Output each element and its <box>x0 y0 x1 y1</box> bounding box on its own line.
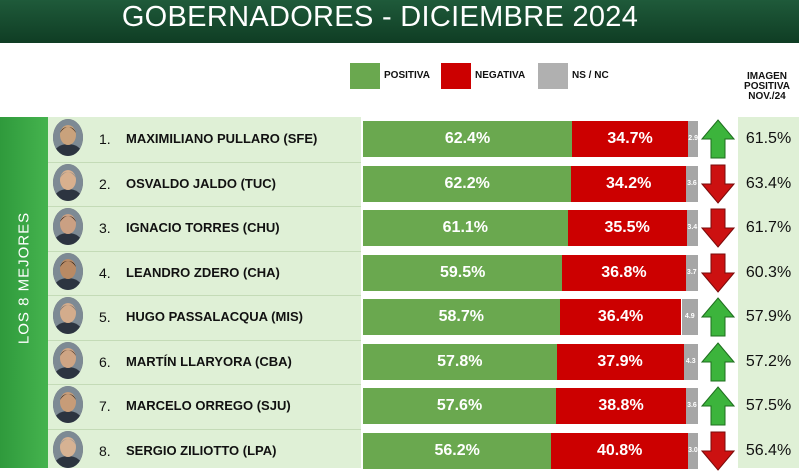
legend-swatch-positiva <box>350 63 380 89</box>
rank-number: 7. <box>99 398 111 414</box>
header-bar: GOBERNADORES - DICIEMBRE 2024 <box>0 0 799 43</box>
governor-name: OSVALDO JALDO (TUC) <box>126 176 276 191</box>
bar-nsnc: 2.9 <box>688 121 698 157</box>
bar-nsnc: 4.3 <box>683 344 698 380</box>
bar-negative: 35.5% <box>567 210 687 246</box>
previous-positive-value: 63.4% <box>745 175 792 192</box>
rank-number: 6. <box>99 354 111 370</box>
previous-header-line-1: IMAGEN <box>747 71 787 82</box>
governor-row: 1. MAXIMILIANO PULLARO (SFE) <box>48 117 361 161</box>
rank-number: 5. <box>99 309 111 325</box>
avatar <box>53 119 83 156</box>
bar-negative: 40.8% <box>551 433 688 469</box>
governor-row: 6. MARTÍN LLARYORA (CBA) <box>48 340 361 384</box>
previous-positive-value: 57.5% <box>745 397 792 414</box>
row-separator <box>48 162 361 163</box>
bar-negative: 36.4% <box>559 299 682 335</box>
row-separator <box>48 384 361 385</box>
arrow-up-icon <box>701 386 735 426</box>
governor-row: 8. SERGIO ZILIOTTO (LPA) <box>48 429 361 473</box>
governor-name: HUGO PASSALACQUA (MIS) <box>126 309 303 324</box>
bar-positive: 62.2% <box>363 166 572 202</box>
names-panel <box>48 117 361 468</box>
side-label: LOS 8 MEJORES <box>15 211 33 345</box>
previous-positive-value: 57.2% <box>745 353 792 370</box>
previous-positive-value: 57.9% <box>745 308 792 325</box>
legend-label-negativa: NEGATIVA <box>475 70 526 81</box>
legend-label-nsnc: NS / NC <box>572 70 609 81</box>
row-separator <box>48 295 361 296</box>
bar-positive: 56.2% <box>363 433 552 469</box>
legend-swatch-nsnc <box>538 63 568 89</box>
arrow-up-icon <box>701 119 735 159</box>
row-separator <box>48 251 361 252</box>
previous-positive-value: 61.5% <box>745 130 792 147</box>
rank-number: 3. <box>99 220 111 236</box>
avatar <box>53 386 83 423</box>
rank-number: 4. <box>99 265 111 281</box>
governor-name: IGNACIO TORRES (CHU) <box>126 220 280 235</box>
avatar <box>53 164 83 201</box>
arrow-up-icon <box>701 297 735 337</box>
legend-label-positiva: POSITIVA <box>384 70 430 81</box>
bar-negative: 34.7% <box>572 121 689 157</box>
avatar <box>53 297 83 334</box>
rank-number: 1. <box>99 131 111 147</box>
governor-row: 4. LEANDRO ZDERO (CHA) <box>48 251 361 295</box>
governor-name: SERGIO ZILIOTTO (LPA) <box>126 443 277 458</box>
bar-positive: 62.4% <box>363 121 572 157</box>
governor-row: 7. MARCELO ORREGO (SJU) <box>48 384 361 428</box>
bar-negative: 37.9% <box>556 344 684 380</box>
previous-positive-value: 56.4% <box>745 442 792 459</box>
previous-positive-value: 61.7% <box>745 219 792 236</box>
row-separator <box>48 429 361 430</box>
avatar <box>53 431 83 468</box>
bar-positive: 59.5% <box>363 255 563 291</box>
governor-row: 5. HUGO PASSALACQUA (MIS) <box>48 295 361 339</box>
rank-number: 8. <box>99 443 111 459</box>
governor-row: 3. IGNACIO TORRES (CHU) <box>48 206 361 250</box>
governor-name: MAXIMILIANO PULLARO (SFE) <box>126 131 318 146</box>
governor-name: LEANDRO ZDERO (CHA) <box>126 265 280 280</box>
bar-nsnc: 3.6 <box>685 166 698 202</box>
previous-positive-value: 60.3% <box>745 264 792 281</box>
previous-header-line-2: POSITIVA <box>744 81 790 92</box>
previous-header-line-3: NOV./24 <box>748 91 786 102</box>
arrow-down-icon <box>701 253 735 293</box>
bar-positive: 58.7% <box>363 299 560 335</box>
page-title: GOBERNADORES - DICIEMBRE 2024 <box>121 1 639 33</box>
row-separator <box>48 340 361 341</box>
bar-nsnc: 3.6 <box>685 388 698 424</box>
bar-nsnc: 3.7 <box>685 255 698 291</box>
avatar <box>53 342 83 379</box>
side-strip <box>0 117 48 468</box>
arrow-down-icon <box>701 208 735 248</box>
bar-positive: 57.8% <box>363 344 557 380</box>
previous-positive-header: IMAGEN POSITIVA NOV./24 <box>737 72 797 102</box>
arrow-down-icon <box>701 164 735 204</box>
avatar <box>53 253 83 290</box>
bar-nsnc: 4.9 <box>681 299 698 335</box>
rank-number: 2. <box>99 176 111 192</box>
bar-negative: 38.8% <box>556 388 686 424</box>
governor-name: MARCELO ORREGO (SJU) <box>126 398 291 413</box>
governor-name: MARTÍN LLARYORA (CBA) <box>126 354 292 369</box>
row-separator <box>48 206 361 207</box>
governor-row: 2. OSVALDO JALDO (TUC) <box>48 162 361 206</box>
bar-nsnc: 3.4 <box>686 210 698 246</box>
arrow-up-icon <box>701 342 735 382</box>
bar-negative: 36.8% <box>562 255 686 291</box>
avatar <box>53 208 83 245</box>
legend-swatch-negativa <box>441 63 471 89</box>
bar-positive: 57.6% <box>363 388 556 424</box>
bar-positive: 61.1% <box>363 210 568 246</box>
bar-negative: 34.2% <box>571 166 686 202</box>
previous-panel <box>738 117 799 468</box>
arrow-down-icon <box>701 431 735 471</box>
bar-nsnc: 3.0 <box>687 433 698 469</box>
